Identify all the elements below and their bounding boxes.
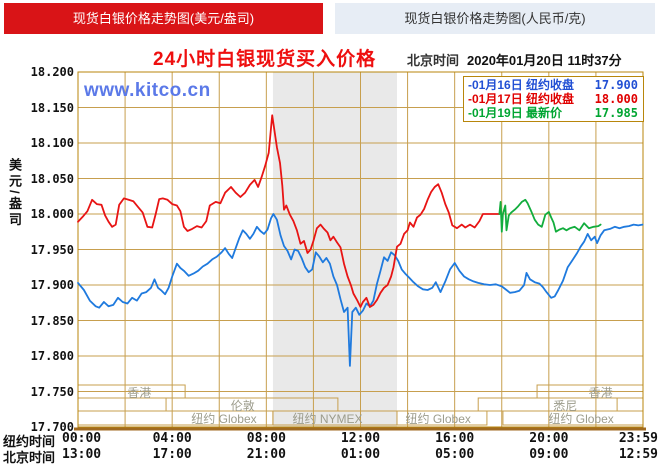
- session-label: 伦敦: [230, 399, 255, 413]
- y-tick-label: 18.150: [30, 100, 74, 115]
- tab-silver-usd-oz[interactable]: 现货白银价格走势图(美元/盎司): [4, 3, 323, 34]
- x-tick-label: 23:59: [618, 431, 658, 446]
- legend-item-value: 17.900: [594, 78, 638, 92]
- y-tick-label: 17.850: [30, 313, 74, 328]
- session-box: [396, 410, 488, 426]
- session-label: 纽约 Globex: [405, 412, 471, 426]
- session-label: 纽约 NYMEX: [292, 412, 363, 426]
- beijing-time-label: 北京时间: [407, 53, 460, 68]
- session-label: 香港: [127, 386, 152, 400]
- session-label: 悉尼: [553, 399, 578, 413]
- x-tick-label: 00:00: [62, 431, 102, 446]
- x-tick-label: 16:00: [435, 431, 475, 446]
- time-row-label: 北京时间: [3, 450, 56, 465]
- x-tick-label: 04:00: [152, 431, 192, 446]
- x-tick-label: 20:00: [529, 431, 569, 446]
- legend-item: -01月16日 纽约收盘 17.900: [468, 78, 638, 92]
- beijing-time-value: 2020年01月20日 11时37分: [467, 53, 622, 68]
- x-tick-label: 12:00: [340, 431, 381, 446]
- kitco-watermark: www.kitco.cn: [84, 80, 211, 101]
- price-line-0: [77, 213, 644, 367]
- time-row-label: 纽约时间: [3, 434, 56, 449]
- tab-silver-rmb-gram[interactable]: 现货白银价格走势图(人民币/克): [335, 3, 655, 34]
- legend-item-value: 17.985: [594, 106, 638, 120]
- legend-item: -01月19日 最新价 17.985: [468, 106, 638, 120]
- session-label: 纽约 Globex: [191, 412, 257, 426]
- y-tick-label: 17.900: [30, 278, 74, 292]
- legend-item-label: -01月19日 最新价: [468, 106, 563, 120]
- session-label: 香港: [588, 386, 613, 400]
- legend-item-label: -01月17日 纽约收盘: [468, 92, 575, 106]
- x-tick-label: 05:00: [435, 447, 475, 462]
- price-line-2: [498, 198, 602, 233]
- y-tick-label: 18.100: [30, 136, 74, 150]
- x-tick-label: 17:00: [152, 447, 192, 462]
- y-tick-label: 17.950: [30, 242, 74, 257]
- price-line-1: [77, 114, 501, 308]
- chart-legend: -01月16日 纽约收盘 17.900 -01月17日 纽约收盘 18.000 -01月…: [463, 76, 644, 122]
- y-tick-label: 17.800: [30, 349, 74, 363]
- y-tick-label: 17.700: [30, 420, 74, 434]
- x-tick-label: 09:00: [529, 447, 569, 462]
- x-tick-label: 08:00: [246, 431, 286, 446]
- legend-item: -01月17日 纽约收盘 18.000: [468, 92, 638, 106]
- y-axis-label: 美元/盎司: [7, 158, 22, 229]
- x-tick-label: 01:00: [340, 447, 381, 462]
- legend-item-value: 18.000: [594, 92, 638, 106]
- y-tick-label: 18.200: [30, 65, 74, 79]
- x-tick-label: 13:00: [62, 447, 102, 462]
- page-title: 24小时白银现货买入价格: [153, 49, 377, 70]
- y-tick-label: 18.050: [30, 171, 74, 186]
- session-label: 纽约 Globex: [548, 412, 614, 426]
- legend-item-label: -01月16日 纽约收盘: [468, 78, 575, 92]
- plot-border: [77, 71, 644, 428]
- x-tick-label: 12:59: [618, 447, 658, 462]
- x-tick-label: 21:00: [246, 447, 286, 462]
- y-tick-label: 18.000: [30, 207, 74, 221]
- y-tick-label: 17.750: [30, 384, 74, 399]
